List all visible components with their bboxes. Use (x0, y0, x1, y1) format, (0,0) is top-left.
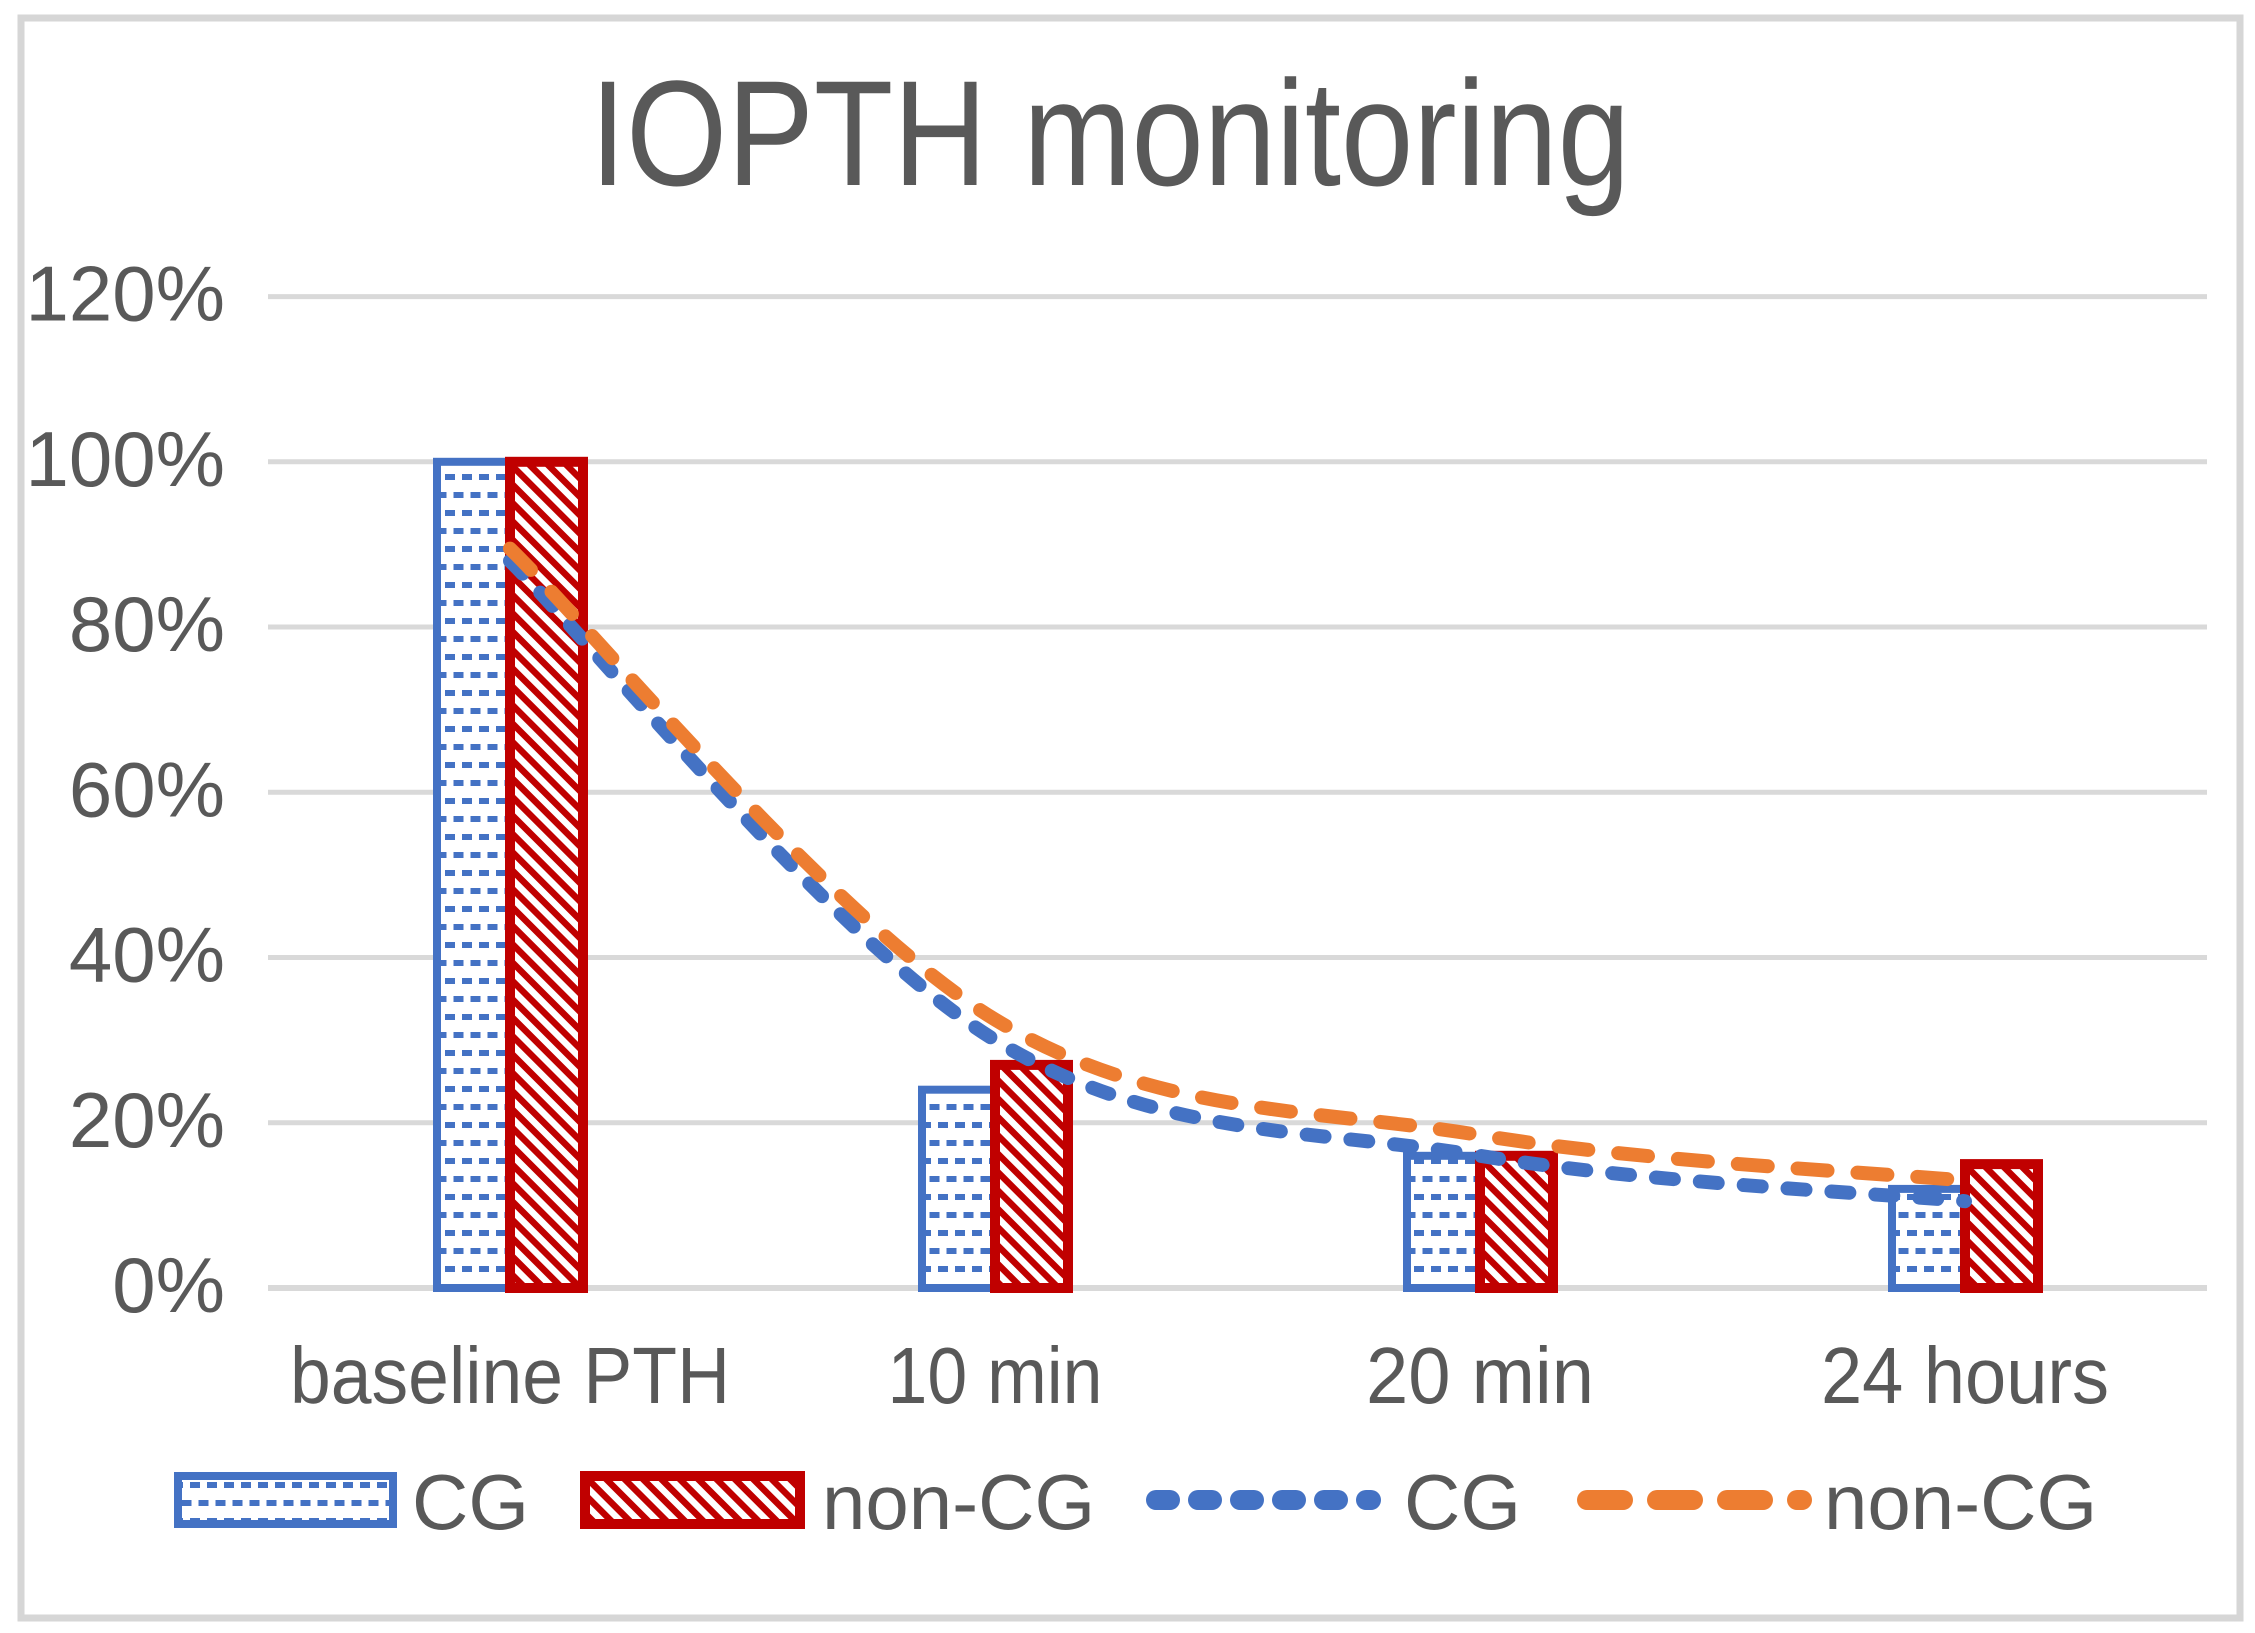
y-tick-label: 120% (26, 250, 226, 338)
bar-cg-3 (1403, 1151, 1484, 1293)
x-axis-label: baseline PTH (290, 1331, 730, 1420)
legend-label: CG (412, 1458, 529, 1546)
legend: CG non-CG CG non-CG (174, 1458, 2097, 1546)
trend-line-non-cg (503, 541, 1972, 1188)
y-tick-label: 0% (112, 1241, 225, 1329)
y-tick-label: 100% (26, 415, 226, 503)
bar-cg-1 (433, 457, 514, 1292)
bar-non-cg-3 (1475, 1150, 1558, 1294)
line-series-group (503, 541, 1972, 1209)
x-axis-label: 10 min (888, 1331, 1103, 1420)
bar-cg-2 (918, 1085, 999, 1292)
trend-line-cg (503, 553, 1972, 1209)
x-axis-labels: baseline PTH 10 min 20 min 24 hours (290, 1331, 2109, 1420)
chart-title: IOPTH monitoring (590, 49, 1630, 217)
y-axis-labels: 120% 100% 80% 60% 40% 20% 0% (26, 250, 226, 1329)
bar-cg-4 (1888, 1184, 1969, 1293)
y-tick-label: 20% (69, 1076, 225, 1164)
bar-series-group (433, 456, 2043, 1294)
y-tick-label: 40% (69, 911, 225, 999)
y-tick-label: 60% (69, 745, 225, 833)
legend-swatch-bar-blue-dots (174, 1472, 397, 1528)
legend-label: non-CG (1824, 1458, 2097, 1546)
x-axis-label: 24 hours (1821, 1331, 2109, 1420)
y-tick-label: 80% (69, 580, 225, 668)
legend-label: CG (1404, 1458, 1521, 1546)
bar-non-cg-1 (505, 456, 588, 1293)
bar-non-cg-4 (1960, 1159, 2043, 1293)
legend-label: non-CG (822, 1458, 1095, 1546)
x-axis-label: 20 min (1366, 1331, 1594, 1420)
legend-swatch-bar-red-hatch (580, 1471, 805, 1529)
figure-border (17, 14, 2244, 1622)
bar-non-cg-2 (990, 1059, 1073, 1294)
